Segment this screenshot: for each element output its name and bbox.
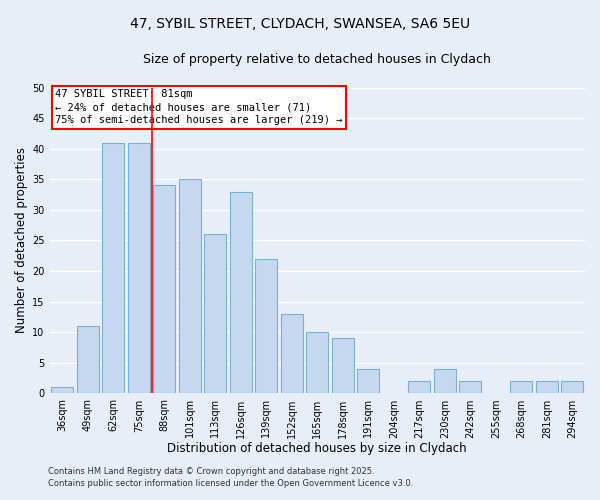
Bar — [128, 142, 149, 394]
Bar — [230, 192, 251, 394]
Bar — [103, 142, 124, 394]
Bar — [358, 369, 379, 394]
Bar — [460, 381, 481, 394]
Bar — [332, 338, 353, 394]
Bar — [562, 381, 583, 394]
Bar — [281, 314, 302, 394]
Bar — [52, 388, 73, 394]
Text: 47 SYBIL STREET: 81sqm
← 24% of detached houses are smaller (71)
75% of semi-det: 47 SYBIL STREET: 81sqm ← 24% of detached… — [55, 89, 343, 126]
Bar — [434, 369, 455, 394]
Y-axis label: Number of detached properties: Number of detached properties — [15, 148, 28, 334]
Bar — [511, 381, 532, 394]
Bar — [256, 259, 277, 394]
Bar — [409, 381, 430, 394]
Text: Contains HM Land Registry data © Crown copyright and database right 2025.
Contai: Contains HM Land Registry data © Crown c… — [48, 466, 413, 487]
Bar — [154, 186, 175, 394]
Bar — [536, 381, 557, 394]
Bar — [179, 180, 200, 394]
Bar — [205, 234, 226, 394]
Title: Size of property relative to detached houses in Clydach: Size of property relative to detached ho… — [143, 52, 491, 66]
Text: 47, SYBIL STREET, CLYDACH, SWANSEA, SA6 5EU: 47, SYBIL STREET, CLYDACH, SWANSEA, SA6 … — [130, 18, 470, 32]
Bar — [77, 326, 98, 394]
Bar — [307, 332, 328, 394]
X-axis label: Distribution of detached houses by size in Clydach: Distribution of detached houses by size … — [167, 442, 467, 455]
